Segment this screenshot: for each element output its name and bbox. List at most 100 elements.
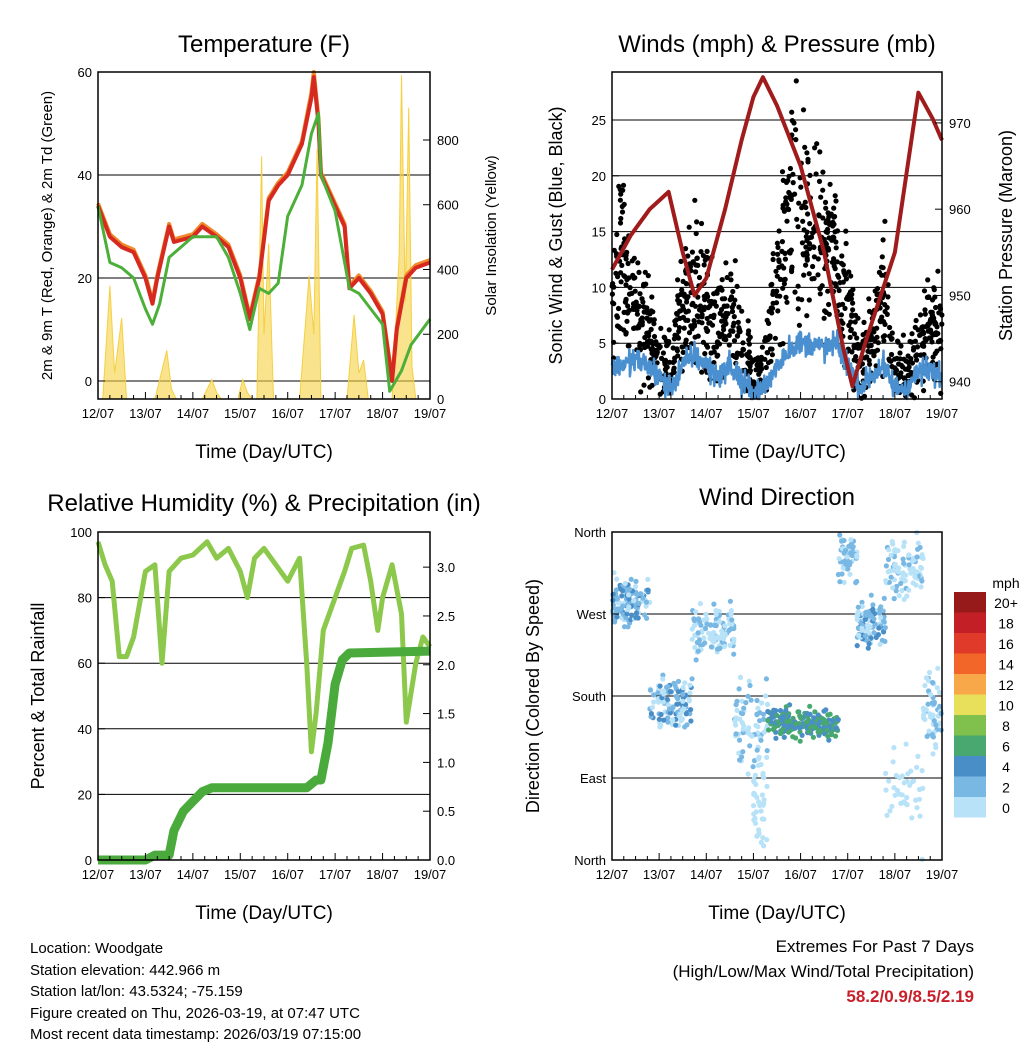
- direction-point: [807, 724, 814, 730]
- y-tick-label: 20: [78, 787, 92, 802]
- y2-tick-label: 940: [949, 375, 971, 390]
- gust-point: [800, 203, 806, 209]
- direction-point: [809, 719, 815, 725]
- gust-point: [685, 294, 691, 300]
- gust-point: [776, 228, 782, 234]
- direction-point: [736, 737, 743, 743]
- legend-label: 14: [998, 657, 1014, 673]
- gust-point: [887, 333, 893, 339]
- gust-point: [786, 173, 792, 179]
- gust-point: [666, 327, 672, 333]
- direction-point: [848, 537, 854, 543]
- direction-point: [629, 612, 635, 618]
- gust-point: [843, 240, 849, 247]
- legend-swatch: [954, 592, 986, 613]
- y-tick-label: East: [580, 771, 606, 786]
- gust-point: [681, 325, 687, 331]
- gust-point: [720, 323, 727, 329]
- gust-point: [809, 276, 815, 282]
- direction-point: [832, 733, 839, 739]
- elevation-text: Station elevation: 442.966 m: [30, 961, 221, 979]
- gust-point: [846, 291, 852, 297]
- direction-point: [752, 772, 759, 779]
- legend-swatch: [954, 674, 986, 695]
- direction-point: [687, 682, 693, 688]
- gust-point: [763, 364, 769, 371]
- direction-point: [752, 820, 759, 826]
- gust-point: [623, 282, 629, 288]
- gust-point: [620, 182, 627, 188]
- gust-point: [790, 180, 796, 186]
- gust-point: [767, 335, 773, 341]
- direction-point: [700, 642, 706, 648]
- direction-point: [811, 715, 817, 721]
- direction-point: [883, 787, 889, 793]
- gust-point: [651, 321, 657, 327]
- gust-point: [909, 331, 915, 337]
- gust-point: [929, 313, 935, 319]
- direction-point: [886, 547, 892, 553]
- direction-point: [614, 614, 620, 620]
- direction-point: [727, 642, 733, 648]
- direction-point: [922, 682, 928, 689]
- direction-point: [745, 693, 751, 699]
- gust-point: [683, 246, 689, 252]
- gust-point: [770, 251, 776, 257]
- direction-point: [920, 785, 926, 791]
- gust-point: [800, 251, 806, 257]
- x-tick-label: 19/07: [414, 406, 447, 421]
- gust-point: [900, 332, 907, 338]
- gust-point: [866, 296, 872, 302]
- gust-point: [796, 200, 802, 206]
- direction-point: [893, 588, 899, 594]
- direction-point: [761, 729, 767, 735]
- direction-point: [736, 686, 742, 692]
- gust-point: [785, 178, 791, 184]
- gust-point: [774, 240, 781, 246]
- direction-point: [895, 569, 901, 575]
- gust-point: [624, 249, 630, 255]
- x-tick-label: 19/07: [926, 867, 959, 882]
- panel-temperature: 12/07 13/07 14/07 15/07 16/07 17/07 18/07 19/07…: [39, 31, 500, 463]
- direction-point: [766, 727, 772, 733]
- gust-point: [817, 149, 823, 155]
- gust-point: [695, 262, 701, 268]
- y2-tick-label: 2.5: [437, 609, 455, 624]
- direction-point: [711, 629, 717, 636]
- direction-point: [855, 604, 861, 610]
- gust-point: [775, 244, 781, 250]
- gust-point: [675, 353, 681, 359]
- legend-label: 18: [998, 616, 1014, 632]
- gust-point: [880, 265, 886, 271]
- direction-point: [904, 794, 910, 801]
- gust-point: [641, 304, 647, 310]
- gust-point: [822, 240, 829, 246]
- direction-point: [665, 719, 671, 725]
- gust-point: [616, 324, 622, 330]
- direction-point: [892, 792, 898, 798]
- gust-point: [782, 250, 788, 256]
- gust-point: [618, 279, 624, 285]
- gust-point: [729, 308, 736, 315]
- gust-point: [881, 338, 887, 344]
- gust-point: [759, 344, 766, 350]
- direction-point: [915, 753, 921, 760]
- gust-point: [807, 172, 813, 178]
- gust-point: [728, 277, 734, 283]
- direction-point: [797, 713, 803, 719]
- direction-point: [754, 794, 760, 800]
- gust-point: [699, 369, 705, 375]
- direction-point: [913, 797, 919, 803]
- gust-point: [707, 303, 713, 309]
- direction-point: [848, 550, 854, 556]
- direction-point: [938, 710, 944, 717]
- direction-point: [793, 721, 799, 727]
- direction-point: [657, 720, 663, 726]
- gust-point: [847, 334, 853, 340]
- sonic-wind-series: [610, 328, 943, 401]
- direction-point: [901, 596, 907, 603]
- gust-point: [632, 288, 638, 294]
- gust-point: [629, 258, 635, 264]
- gust-point: [905, 372, 911, 379]
- gust-point: [836, 274, 842, 280]
